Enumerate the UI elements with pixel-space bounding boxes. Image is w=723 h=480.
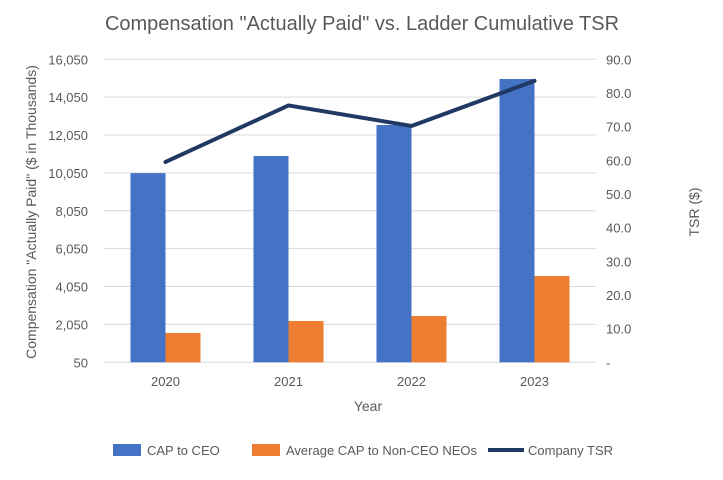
y-tick-label: 16,050 [48,52,88,67]
tsr-line-path [166,81,535,162]
y-tick-label: 10,050 [48,166,88,181]
y-tick-label: 12,050 [48,128,88,143]
legend-swatch [252,444,280,456]
bar-cap-neo-2023 [535,276,570,362]
bar-cap-ceo-2020 [131,173,166,362]
bar-cap-ceo-2022 [377,125,412,362]
right-axis: - 10.0 20.0 30.0 40.0 50.0 60.0 70.0 80.0 90.0 [606,52,631,370]
bar-cap-ceo-2023 [500,79,535,362]
y2-tick-label: 60.0 [606,153,631,168]
y2-tick-label: 30.0 [606,254,631,269]
legend-label: Company TSR [528,443,613,458]
y2-tick-label: 80.0 [606,86,631,101]
x-tick-label: 2023 [520,374,549,389]
tsr-line [165,81,534,162]
y-tick-label: 14,050 [48,90,88,105]
chart-title: Compensation "Actually Paid" vs. Ladder … [105,13,619,35]
x-tick-label: 2020 [151,374,180,389]
legend: CAP to CEO Average CAP to Non-CEO NEOs Com… [113,443,613,458]
x-axis: 2020 2021 2022 2023 [151,374,549,389]
y-tick-label: 8,050 [55,204,88,219]
y2-tick-label: 70.0 [606,120,631,135]
bar-cap-neo-2022 [412,316,447,362]
legend-label: CAP to CEO [147,443,220,458]
x-tick-label: 2021 [274,374,303,389]
left-axis: 50 2,050 4,050 6,050 8,050 10,050 12,050 14,050… [48,52,88,370]
y-tick-label: 50 [74,355,88,370]
y2-axis-title: TSR ($) [686,188,702,237]
y2-tick-label: 90.0 [606,52,631,67]
x-tick-label: 2022 [397,374,426,389]
y-tick-label: 6,050 [55,242,88,257]
bar-cap-ceo-2021 [254,156,289,362]
y-axis-title: Compensation "Actually Paid" ($ in Thous… [23,65,39,359]
x-axis-title: Year [354,398,383,414]
legend-label: Average CAP to Non-CEO NEOs [286,443,477,458]
legend-swatch [113,444,141,456]
y2-tick-label: 10.0 [606,322,631,337]
y2-tick-label: - [606,355,610,370]
y-tick-label: 4,050 [55,280,88,295]
y-tick-label: 2,050 [55,317,88,332]
y2-tick-label: 40.0 [606,221,631,236]
y2-tick-label: 50.0 [606,187,631,202]
bars [131,79,570,362]
bar-cap-neo-2021 [289,321,324,362]
bar-cap-neo-2020 [166,333,201,362]
y2-tick-label: 20.0 [606,288,631,303]
